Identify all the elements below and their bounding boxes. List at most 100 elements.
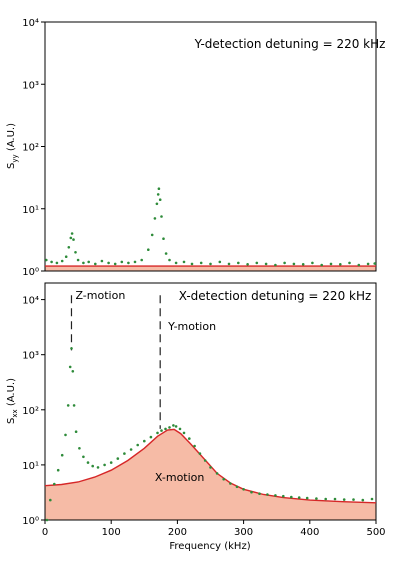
syy-data-point-0-15 — [107, 261, 110, 265]
sxx-data-point-0-2 — [53, 482, 56, 486]
syy-data-point-0-26 — [157, 187, 161, 190]
sxx-data-point-0-57 — [370, 497, 374, 501]
sxx-data-point-0-40 — [229, 482, 232, 485]
syy-data-point-0-49 — [329, 262, 333, 266]
sxx-data-point-0-5 — [64, 433, 67, 437]
syy-ytick-label-1: 10¹ — [22, 205, 39, 216]
syy-data-point-0-11 — [82, 261, 85, 265]
sxx-data-point-0-48 — [290, 495, 293, 499]
panel-syy-annotation: Y-detection detuning = 220 kHz — [194, 37, 386, 51]
panel-syy-ylabel: Syy (A.U.) — [6, 123, 19, 169]
syy-data-point-0-50 — [339, 263, 342, 266]
sxx-data-point-0-26 — [160, 429, 163, 432]
sxx-data-point-0-56 — [361, 498, 365, 502]
sxx-data-point-0-51 — [315, 497, 318, 500]
syy-data-point-0-35 — [199, 261, 203, 265]
syy-data-point-0-0 — [45, 258, 48, 262]
syy-data-point-0-8 — [72, 238, 75, 241]
sxx-ytick-label-2: 10² — [22, 406, 39, 417]
sxx-data-point-0-19 — [116, 457, 120, 460]
sxx-data-point-0-12 — [78, 447, 81, 450]
sxx-data-point-0-44 — [258, 492, 261, 496]
sxx-data-point-0-31 — [178, 427, 182, 431]
syy-data-point-0-16 — [113, 262, 117, 266]
sxx-data-point-0-15 — [91, 464, 94, 468]
sxx-data-point-0-22 — [136, 443, 139, 447]
syy-data-point-0-18 — [127, 261, 130, 265]
syy-data-point-0-40 — [246, 263, 249, 266]
syy-data-point-0-37 — [218, 260, 222, 264]
syy-data-point-0-4 — [64, 255, 68, 258]
sxx-data-point-0-4 — [60, 453, 64, 457]
syy-data-point-0-36 — [209, 262, 212, 266]
syy-data-point-0-9 — [74, 251, 77, 254]
sxx-ytick-label-0: 10⁰ — [22, 516, 39, 527]
sxx-ytick-label-3: 10³ — [22, 351, 39, 362]
syy-data-point-0-12 — [87, 260, 90, 264]
panel-sxx-ylabel: Sxx (A.U.) — [6, 378, 19, 424]
sxx-data-point-0-25 — [156, 431, 159, 435]
syy-data-point-0-39 — [237, 261, 240, 265]
label-y-motion: Y-motion — [167, 320, 216, 333]
panel-sxx: X-detection detuning = 220 kHz Sxx (A.U.… — [6, 282, 386, 552]
syy-data-point-0-41 — [255, 261, 259, 265]
sxx-data-point-0-52 — [324, 497, 328, 501]
syy-data-point-0-42 — [264, 262, 268, 266]
panel-syy: Y-detection detuning = 220 kHz Syy (A.U.… — [6, 18, 385, 278]
sxx-data-point-0-46 — [274, 494, 277, 497]
syy-data-point-0-2 — [55, 261, 59, 265]
sxx-data-point-0-42 — [242, 488, 245, 491]
sxx-xtick-label-5: 500 — [366, 527, 385, 538]
syy-data-point-0-6 — [69, 236, 73, 240]
syy-ytick-label-2: 10² — [22, 143, 39, 154]
sxx-data-point-0-24 — [149, 435, 153, 439]
sxx-xtick-label-4: 400 — [300, 527, 319, 538]
syy-data-point-0-22 — [150, 233, 154, 237]
sxx-data-point-0-45 — [266, 493, 269, 496]
sxx-data-point-0-3 — [56, 468, 60, 472]
sxx-data-point-0-36 — [203, 459, 207, 462]
sxx-data-point-0-49 — [297, 496, 301, 499]
syy-data-point-0-47 — [311, 261, 314, 265]
sxx-data-point-0-50 — [305, 496, 309, 500]
sxx-data-point-0-53 — [333, 497, 337, 501]
sxx-data-point-0-9 — [71, 370, 75, 373]
sxx-data-point-0-14 — [86, 461, 90, 464]
syy-data-point-0-34 — [190, 262, 194, 266]
syy-fit-fill — [45, 266, 376, 271]
sxx-data-point-0-13 — [82, 455, 85, 459]
syy-data-point-0-30 — [164, 252, 168, 255]
sxx-data-point-0-47 — [282, 494, 285, 498]
sxx-fit-line — [44, 428, 377, 504]
sxx-data-point-0-54 — [342, 498, 346, 501]
sxx-data-point-0-38 — [215, 472, 219, 475]
panel-sxx-frame — [44, 282, 377, 521]
syy-data-point-0-48 — [320, 263, 324, 267]
syy-data-point-0-17 — [120, 260, 124, 264]
sxx-data-point-0-7 — [68, 365, 72, 369]
syy-data-point-0-28 — [160, 215, 163, 218]
syy-data-point-0-1 — [50, 260, 53, 264]
syy-data-point-0-29 — [162, 237, 165, 240]
syy-data-point-0-24 — [155, 202, 159, 206]
sxx-data-point-0-35 — [198, 452, 202, 455]
sxx-data-point-0-8 — [70, 347, 73, 350]
syy-data-point-0-32 — [174, 261, 178, 265]
panel-sxx-annotation: X-detection detuning = 220 kHz — [179, 289, 372, 303]
syy-data-point-0-45 — [292, 262, 296, 266]
sxx-data-point-0-27 — [164, 427, 167, 431]
syy-data-point-0-25 — [156, 193, 160, 196]
sxx-ytick-label-4: 10⁴ — [22, 296, 39, 307]
sxx-xtick-label-0: 0 — [42, 527, 48, 538]
syy-data-point-0-20 — [140, 258, 143, 262]
syy-data-point-0-21 — [147, 248, 150, 251]
syy-data-point-0-44 — [283, 261, 286, 265]
label-x-motion: X-motion — [155, 471, 205, 484]
sxx-data-point-0-20 — [123, 452, 126, 455]
syy-ytick-label-0: 10⁰ — [22, 267, 39, 278]
label-z-motion: Z-motion — [75, 289, 125, 302]
sxx-data-point-0-28 — [168, 426, 171, 429]
sxx-data-point-0-18 — [109, 461, 113, 464]
syy-data-point-0-14 — [100, 259, 104, 263]
